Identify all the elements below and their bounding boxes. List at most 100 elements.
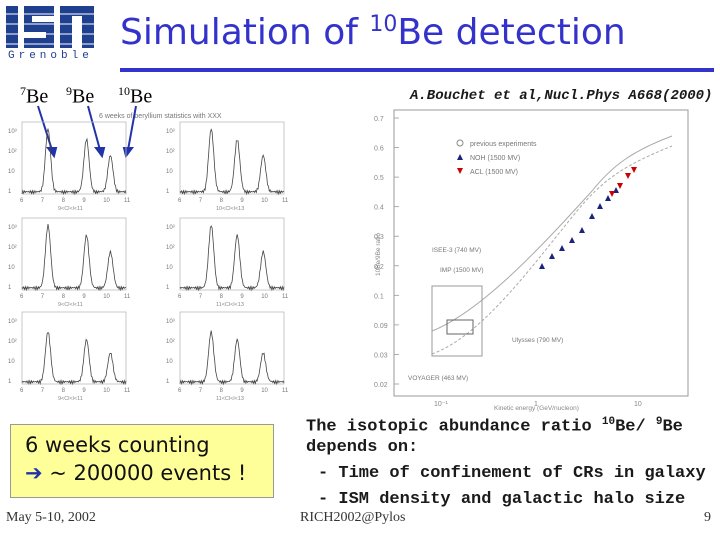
- histogram-curve: [179, 330, 285, 386]
- noh-data-point: [539, 263, 545, 269]
- logo-subtitle: Grenoble: [8, 50, 93, 62]
- box-line-2: ➔ ~ 200000 events !: [25, 461, 247, 485]
- histogram-panel: 10³ 10² 10 1 6 7 8 9 10 11 11<Cl<l<13: [166, 311, 289, 402]
- y-tick-label: 1: [8, 189, 12, 195]
- mass-histogram-figure: 6 weeks of beryllium statistics with XXX…: [8, 105, 289, 402]
- model-curve: [431, 145, 673, 355]
- title-rule: [120, 68, 714, 72]
- low-energy-region: [431, 285, 483, 357]
- annotation-label: Ulysses (790 MV): [512, 337, 563, 344]
- footer-conference: RICH2002@Pylos: [300, 510, 406, 525]
- y-tick-label: 10²: [166, 245, 175, 251]
- x-tick-label: 8: [62, 388, 66, 394]
- isotope-label-9be: 9Be: [66, 84, 95, 108]
- legend-label: ACL (1500 MV): [470, 169, 518, 176]
- x-tick-label: 11: [282, 388, 289, 394]
- x-tick-label: 8: [220, 388, 224, 394]
- histogram-panel: 10³ 10² 10 1 6 7 8 9 10 11 9<Cl<l<11: [8, 217, 131, 308]
- x-tick-label: 6: [178, 388, 182, 394]
- y-tick-label: 10: [8, 265, 15, 271]
- y-tick-label: 10³: [166, 129, 175, 135]
- x-tick-label: 7: [41, 198, 45, 204]
- x-tick-label: 10: [634, 401, 642, 408]
- histogram-panel: 10³ 10² 10 1 6 7 8 9 10 11 11<Cl<l<13: [166, 217, 289, 308]
- x-tick-label: 1: [534, 401, 538, 408]
- y-tick-label: 1: [166, 285, 170, 291]
- noh-data-point: [589, 213, 595, 219]
- noh-data-point: [605, 195, 611, 201]
- y-tick-label: 0.6: [374, 146, 384, 153]
- legend-label: NOH (1500 MV): [470, 155, 520, 162]
- histogram-panel: 10³ 10² 10 1 6 7 8 9 10 11 9<Cl<l<11: [8, 121, 131, 212]
- x-tick-label: 10: [261, 198, 268, 204]
- x-tick-label: 9: [240, 294, 244, 300]
- panel-axis-label: 9<Cl<l<11: [58, 206, 83, 212]
- x-tick-label: 10⁻¹: [434, 401, 448, 408]
- x-tick-label: 6: [20, 294, 24, 300]
- x-tick-label: 11: [124, 198, 131, 204]
- ratio-energy-figure: 0.7 0.6 0.5 0.4 0.3 0.2 0.1 0.09 0.03 0.02 10⁻¹ 1 10…: [374, 109, 689, 412]
- x-tick-label: 7: [199, 198, 203, 204]
- y-tick-label: 10²: [8, 339, 17, 345]
- x-tick-label: 11: [282, 198, 289, 204]
- histogram-curve: [21, 127, 127, 196]
- legend-marker: [456, 139, 464, 147]
- panel-axis-label: 9<Cl<l<11: [58, 302, 83, 308]
- acl-data-point: [631, 167, 637, 173]
- title-prefix: Simulation of: [120, 12, 370, 53]
- annotation-label: ISEE-3 (740 MV): [432, 247, 481, 254]
- y-tick-label: 0.1: [374, 293, 384, 300]
- y-tick-label: 10³: [166, 319, 175, 325]
- y-tick-label: 0.7: [374, 116, 384, 123]
- panel-axis-label: 11<Cl<l<13: [216, 396, 244, 402]
- footer-page-number: 9: [704, 510, 711, 525]
- model-curve: [431, 135, 673, 332]
- slide-title: Simulation of 10Be detection: [120, 12, 626, 53]
- y-tick-label: 1: [166, 379, 170, 385]
- x-tick-label: 9: [82, 198, 86, 204]
- title-suffix: Be detection: [397, 12, 626, 53]
- box-line-1: 6 weeks counting: [25, 433, 210, 457]
- panel-axis-label: 10<Cl<l<13: [216, 206, 244, 212]
- x-tick-label: 10: [103, 388, 110, 394]
- x-tick-label: 11: [124, 294, 131, 300]
- noh-data-point: [597, 203, 603, 209]
- x-tick-label: 10: [261, 388, 268, 394]
- x-tick-label: 9: [82, 388, 86, 394]
- description-line-2: depends on:: [306, 438, 419, 457]
- y-tick-label: 10: [166, 169, 173, 175]
- x-tick-label: 9: [240, 388, 244, 394]
- panel-axis-label: 9<Cl<l<11: [58, 396, 83, 402]
- y-tick-label: 10²: [8, 245, 17, 251]
- isotope-label-7be: 7Be: [20, 84, 49, 108]
- annotation-label: VOYAGER (463 MV): [408, 375, 468, 382]
- footer-date: May 5-10, 2002: [6, 510, 96, 525]
- y-tick-label: 0.3: [374, 234, 384, 241]
- y-tick-label: 10²: [8, 149, 17, 155]
- acl-data-point: [617, 183, 623, 189]
- noh-data-point: [579, 227, 585, 233]
- x-tick-label: 8: [62, 294, 66, 300]
- histogram-curve: [21, 331, 127, 386]
- panel-axis-label: 11<Cl<l<13: [216, 302, 244, 308]
- x-tick-label: 10: [103, 294, 110, 300]
- x-tick-label: 11: [124, 388, 131, 394]
- y-tick-label: 0.5: [374, 175, 384, 182]
- noh-data-point: [559, 245, 565, 251]
- arrow-icon: ➔: [25, 461, 43, 485]
- title-sup: 10: [369, 12, 398, 37]
- x-tick-label: 8: [220, 198, 224, 204]
- x-tick-label: 6: [178, 294, 182, 300]
- y-tick-label: 0.2: [374, 264, 384, 271]
- x-tick-label: 7: [199, 294, 203, 300]
- low-energy-region: [446, 319, 474, 335]
- y-tick-label: 10²: [166, 339, 175, 345]
- y-tick-label: 1: [8, 285, 12, 291]
- annotation-label: IMP (1500 MV): [440, 267, 484, 274]
- y-tick-label: 10³: [8, 319, 17, 325]
- y-tick-label: 10³: [8, 225, 17, 231]
- x-tick-label: 7: [199, 388, 203, 394]
- description-line-1: The isotopic abundance ratio 10Be/ 9Be: [306, 416, 683, 437]
- x-tick-label: 9: [82, 294, 86, 300]
- acl-data-point: [609, 191, 615, 197]
